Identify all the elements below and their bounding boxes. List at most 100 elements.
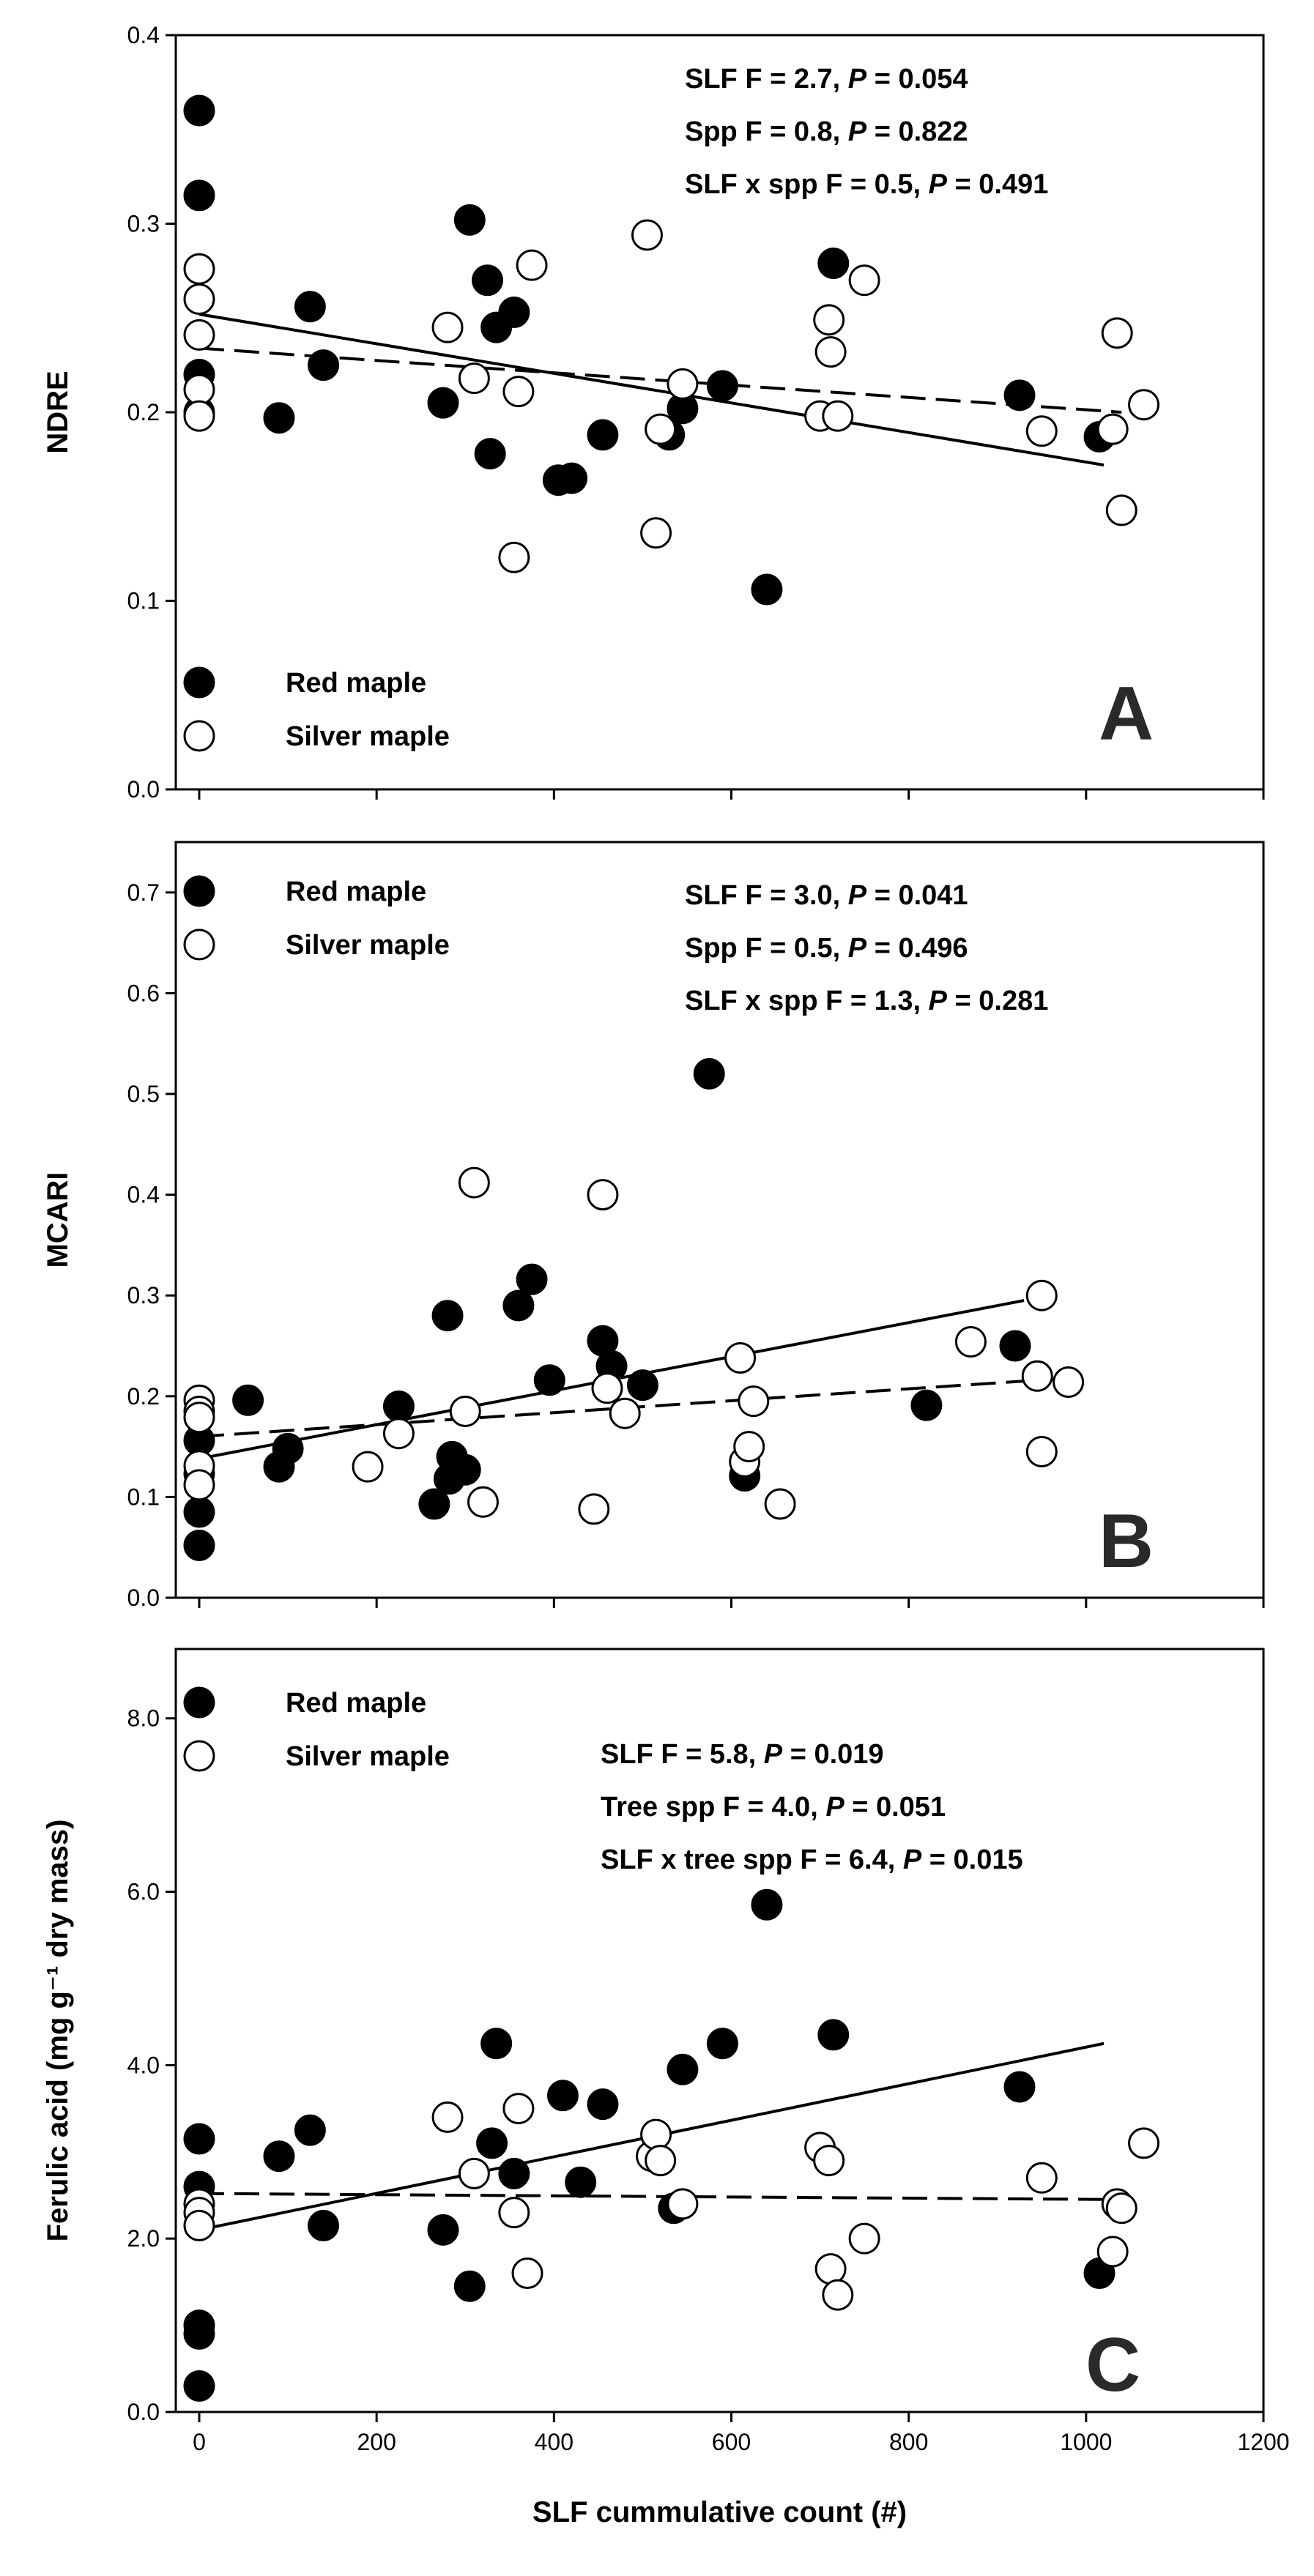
red-maple-point	[502, 1289, 535, 1322]
silver-maple-point	[631, 219, 663, 251]
silver-maple-point	[183, 283, 215, 315]
red-maple-point	[706, 370, 738, 402]
y-tick-label: 0.4	[127, 22, 160, 48]
plot-frame	[174, 1648, 1265, 2413]
silver-maple-point	[814, 336, 847, 368]
silver-maple-point	[458, 362, 490, 395]
silver-maple-point	[667, 368, 699, 400]
stat-text: SLF x spp F = 1.3,	[685, 986, 929, 1016]
silver-maple-point	[645, 413, 677, 445]
legend-label: Silver maple	[286, 1741, 450, 1772]
red-maple-point	[1003, 379, 1036, 412]
red-maple-point	[626, 1369, 658, 1401]
red-maple-point	[546, 2080, 579, 2112]
red-maple-point	[556, 462, 588, 494]
silver-maple-point	[848, 264, 880, 297]
red-maple-point	[587, 2088, 619, 2121]
red-maple-point	[817, 2019, 850, 2051]
red-maple-point	[431, 1300, 464, 1332]
silver-maple-point	[467, 1486, 499, 1518]
stat-p-label: P	[764, 1739, 783, 1770]
red-maple-point	[308, 349, 340, 381]
red-maple-point	[472, 264, 504, 297]
y-tick-label: 0.2	[127, 399, 160, 425]
silver-maple-point	[1025, 1279, 1058, 1311]
stat-p-label: P	[848, 933, 867, 964]
x-tick-label: 800	[889, 2429, 928, 2455]
y-tick-label: 0.6	[127, 980, 160, 1006]
y-tick-label: 6.0	[127, 1879, 160, 1905]
stat-text: SLF x tree spp F = 6.4,	[601, 1844, 903, 1875]
silver-maple-point	[1025, 1435, 1058, 1467]
silver-maple-point	[431, 311, 464, 343]
red-maple-point	[751, 1888, 783, 1921]
red-maple-point	[308, 2209, 340, 2241]
stat-line: Spp F = 0.8, P = 0.822	[685, 116, 968, 147]
red-maple-point	[565, 2166, 597, 2198]
y-tick-label: 2.0	[127, 2225, 160, 2252]
stat-text: SLF F = 5.8,	[601, 1739, 764, 1770]
silver-maple-point	[609, 1397, 641, 1429]
red-maple-point	[1003, 2071, 1036, 2103]
silver-maple-point	[591, 1372, 623, 1404]
stat-line: SLF F = 2.7, P = 0.054	[685, 64, 968, 94]
legend-marker-red-maple	[183, 875, 215, 907]
red-maple-point	[474, 438, 506, 470]
red-maple-point	[693, 1057, 725, 1090]
plot-frame	[174, 841, 1265, 1599]
y-tick-label: 0.2	[127, 1383, 160, 1410]
silver-maple-point	[183, 319, 215, 351]
legend-label: Silver maple	[286, 930, 450, 961]
y-axis-title: NDRE	[42, 371, 74, 453]
silver-maple-point	[183, 400, 215, 432]
silver-maple-point	[764, 1488, 796, 1520]
stat-line: SLF x tree spp F = 6.4, P = 0.015	[601, 1844, 1023, 1875]
silver-maple-point	[587, 1179, 619, 1211]
stat-p-value: = 0.019	[782, 1739, 883, 1770]
y-tick-label: 8.0	[127, 1705, 160, 1732]
y-tick-label: 0.1	[127, 1484, 160, 1510]
stat-p-value: = 0.041	[866, 880, 968, 911]
stat-p-label: P	[848, 116, 867, 147]
legend-marker-silver-maple	[183, 928, 215, 961]
legend-marker-red-maple	[183, 1686, 215, 1719]
y-axis-title: MCARI	[42, 1172, 74, 1267]
red-maple-point	[263, 402, 295, 434]
red-maple-point	[498, 2157, 530, 2189]
stat-p-value: = 0.054	[866, 64, 968, 94]
silver-maple-point	[645, 2145, 677, 2177]
stat-line: SLF x spp F = 1.3, P = 0.281	[685, 986, 1048, 1016]
red-maple-point	[183, 179, 215, 212]
silver-maple-point	[458, 1166, 490, 1199]
stat-line: Tree spp F = 4.0, P = 0.051	[601, 1792, 946, 1823]
silver-maple-point	[498, 541, 530, 573]
silver-maple-point	[183, 253, 215, 285]
stat-text: SLF F = 2.7,	[685, 64, 848, 94]
red-maple-point	[263, 2140, 295, 2173]
red-maple-point	[706, 2028, 738, 2060]
stat-text: SLF F = 3.0,	[685, 880, 848, 911]
red-maple-point	[232, 1384, 264, 1416]
legend-label: Red maple	[286, 876, 426, 907]
stat-p-value: = 0.015	[921, 1844, 1022, 1875]
legend-label: Red maple	[286, 1688, 426, 1719]
red-maple-point	[294, 291, 326, 323]
stat-line: SLF x spp F = 0.5, P = 0.491	[685, 169, 1048, 200]
red-maple-point	[183, 2123, 215, 2155]
stat-p-value: = 0.281	[947, 986, 1048, 1016]
x-tick-label: 600	[712, 2429, 751, 2455]
red-maple-point	[453, 204, 486, 236]
silver-maple-point	[724, 1342, 757, 1374]
stat-p-label: P	[825, 1792, 845, 1823]
silver-maple-point	[382, 1418, 415, 1450]
silver-maple-point	[578, 1493, 610, 1525]
silver-maple-point	[1025, 2162, 1058, 2194]
legend-marker-silver-maple	[183, 1740, 215, 1772]
red-maple-point	[751, 573, 783, 606]
red-maple-point	[183, 1529, 215, 1561]
red-maple-point	[587, 419, 619, 451]
panel-letter: C	[1085, 2323, 1140, 2408]
red-maple-point	[183, 2318, 215, 2350]
red-maple-point	[183, 2370, 215, 2402]
x-tick-label: 0	[193, 2429, 206, 2455]
